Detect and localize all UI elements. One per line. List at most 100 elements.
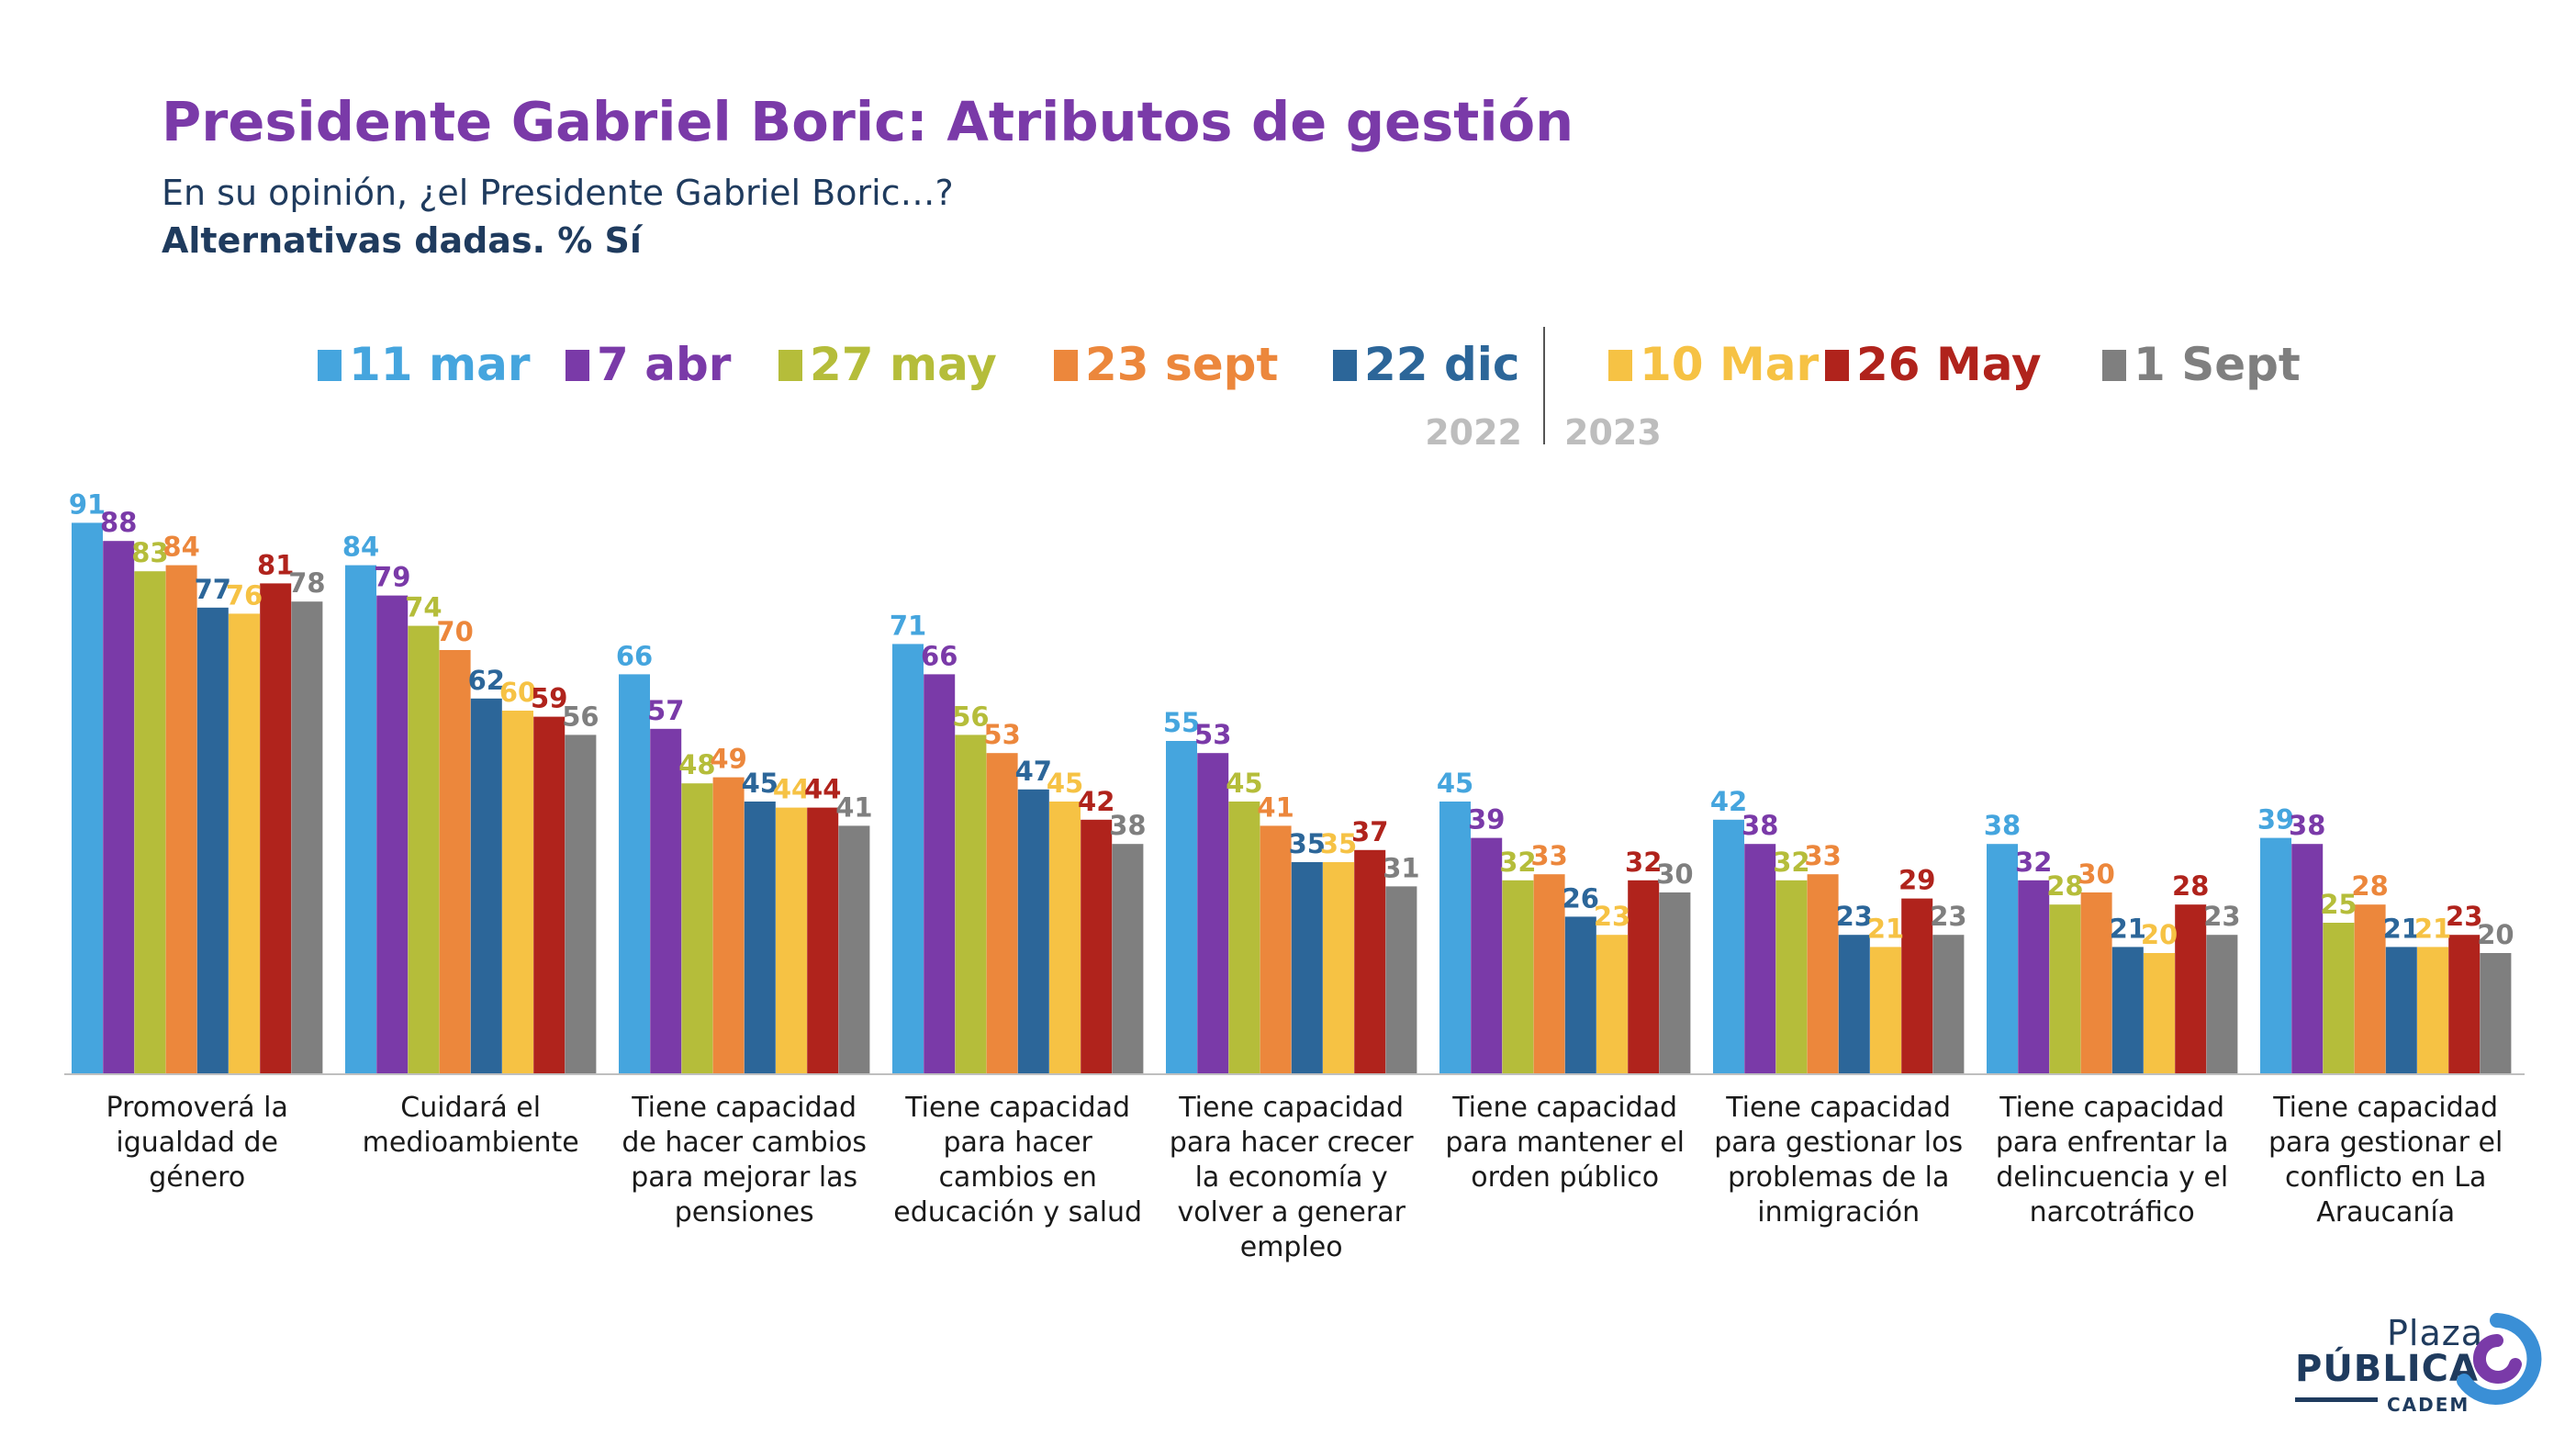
data-label-8-6: 23	[2446, 901, 2482, 932]
bar-4-7	[1385, 886, 1417, 1074]
data-label-4-3: 41	[1257, 791, 1294, 823]
data-label-5-7: 30	[1656, 858, 1693, 890]
bar-2-4	[744, 802, 776, 1074]
data-label-6-5: 21	[1867, 913, 1904, 944]
data-label-6-4: 23	[1836, 901, 1873, 932]
data-label-4-7: 31	[1383, 852, 1419, 883]
bar-3-7	[1112, 844, 1144, 1074]
legend-swatch-5	[1608, 350, 1632, 381]
bar-1-1	[376, 595, 409, 1074]
bar-0-4	[196, 607, 229, 1074]
legend-swatch-3	[1054, 350, 1078, 381]
data-label-0-3: 84	[162, 532, 199, 563]
data-label-7-0: 38	[1984, 810, 2021, 841]
bar-7-0	[1987, 844, 2018, 1074]
bar-6-2	[1775, 880, 1808, 1074]
logo-text-plaza: Plaza	[2387, 1313, 2483, 1353]
legend-swatch-1	[566, 350, 589, 381]
bar-4-6	[1354, 849, 1386, 1074]
bar-1-6	[533, 716, 566, 1074]
logo-text-publica: PÚBLICA	[2295, 1348, 2479, 1390]
bars-group	[72, 522, 2512, 1074]
legend-swatch-2	[778, 350, 802, 381]
data-label-8-0: 39	[2257, 804, 2294, 836]
bar-4-3	[1260, 825, 1292, 1074]
bar-2-1	[650, 728, 682, 1074]
data-label-2-3: 49	[710, 744, 746, 775]
data-label-3-1: 66	[921, 640, 958, 671]
data-label-0-2: 83	[131, 537, 168, 568]
bar-6-5	[1870, 947, 1901, 1074]
data-label-1-2: 74	[405, 592, 442, 623]
bar-5-1	[1471, 837, 1503, 1074]
bar-6-4	[1838, 935, 1870, 1074]
bar-0-6	[260, 583, 292, 1074]
bar-1-5	[502, 711, 533, 1074]
data-label-4-1: 53	[1194, 719, 1231, 750]
data-label-5-5: 23	[1594, 901, 1630, 932]
bar-1-3	[439, 650, 471, 1074]
legend-label-5: 10 Mar	[1640, 338, 1819, 391]
bar-3-3	[986, 753, 1018, 1074]
bar-0-3	[165, 565, 197, 1074]
category-label-5: Tiene capacidad para mantener el orden p…	[1445, 1092, 1686, 1194]
legend-label-3: 23 sept	[1085, 338, 1278, 391]
bar-7-5	[2144, 953, 2175, 1074]
bar-5-7	[1659, 892, 1691, 1074]
bar-7-3	[2080, 892, 2112, 1074]
data-label-3-7: 38	[1109, 810, 1146, 841]
bar-3-0	[892, 644, 924, 1074]
bar-6-1	[1744, 844, 1776, 1074]
data-label-3-3: 53	[983, 719, 1020, 750]
data-label-1-3: 70	[436, 616, 473, 647]
data-label-6-0: 42	[1710, 786, 1747, 817]
bar-5-0	[1439, 802, 1471, 1074]
data-label-8-2: 25	[2320, 889, 2357, 920]
legend-label-1: 7 abr	[597, 338, 732, 391]
data-label-6-3: 33	[1804, 840, 1841, 871]
bar-0-1	[103, 541, 135, 1074]
data-label-0-6: 81	[257, 549, 294, 580]
bar-3-5	[1049, 802, 1081, 1074]
bar-6-0	[1713, 819, 1744, 1074]
bar-5-3	[1533, 874, 1565, 1074]
data-label-3-2: 56	[952, 701, 989, 732]
data-label-0-4: 77	[195, 574, 231, 605]
data-label-3-5: 45	[1047, 768, 1083, 799]
bar-7-7	[2206, 935, 2238, 1074]
data-label-6-1: 38	[1742, 810, 1778, 841]
bar-8-2	[2323, 923, 2355, 1074]
bar-2-7	[838, 825, 870, 1074]
data-label-5-3: 33	[1530, 840, 1567, 871]
bar-2-2	[681, 783, 713, 1074]
category-label-4: Tiene capacidad para hacer crecer la eco…	[1169, 1092, 1414, 1263]
bar-1-7	[565, 735, 597, 1074]
data-label-2-7: 41	[835, 791, 872, 823]
data-label-0-5: 76	[226, 579, 263, 611]
data-label-5-4: 26	[1562, 882, 1599, 914]
category-label-3: Tiene capacidad para hacer cambios en ed…	[893, 1092, 1143, 1228]
bar-0-5	[229, 613, 260, 1074]
data-label-7-6: 28	[2172, 870, 2209, 902]
data-label-3-6: 42	[1078, 786, 1114, 817]
bar-1-0	[345, 565, 376, 1074]
legend-swatch-4	[1333, 350, 1357, 381]
bar-5-6	[1628, 880, 1660, 1074]
legend-label-0: 11 mar	[349, 338, 531, 391]
bar-7-1	[2018, 880, 2050, 1074]
data-label-4-2: 45	[1226, 768, 1262, 799]
data-label-5-1: 39	[1468, 804, 1505, 836]
legend-swatch-0	[318, 350, 342, 381]
data-label-8-7: 20	[2477, 919, 2514, 950]
data-label-7-3: 30	[2078, 858, 2114, 890]
bar-2-0	[619, 674, 650, 1074]
data-label-2-6: 44	[804, 774, 841, 805]
data-label-8-5: 21	[2414, 913, 2451, 944]
data-label-8-1: 38	[2289, 810, 2325, 841]
bar-0-7	[291, 601, 323, 1074]
bar-4-2	[1228, 802, 1260, 1074]
logo-underline	[2295, 1397, 2378, 1402]
legend-label-2: 27 may	[810, 338, 997, 391]
data-label-2-1: 57	[647, 695, 684, 726]
bar-2-5	[776, 807, 807, 1074]
